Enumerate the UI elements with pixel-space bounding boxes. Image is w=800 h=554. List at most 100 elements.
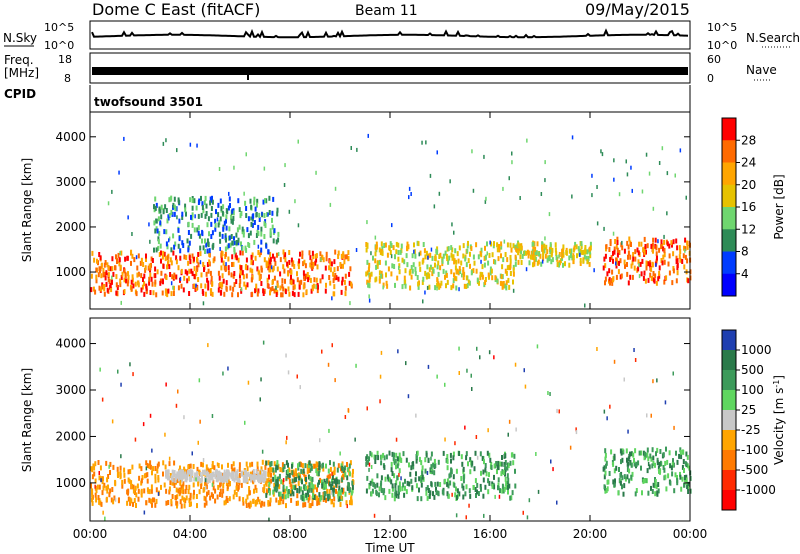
echo-cell [275,292,278,297]
echo-cell [669,463,672,469]
echo-cell [191,253,194,259]
echo-cell [316,288,319,294]
echo-cell-sparse [625,159,627,164]
echo-cell [220,257,223,263]
echo-cell [342,251,345,257]
echo-cell [292,491,295,497]
echo-cell [148,263,151,269]
echo-cell [414,266,417,272]
echo-cell [391,483,394,489]
echo-cell [297,480,300,486]
echo-cell [140,466,143,472]
echo-cell-sparse [331,471,333,476]
echo-cell [180,503,183,509]
echo-cell [120,250,123,256]
echo-cell [634,448,637,454]
echo-cell [624,476,627,482]
echo-cell [515,245,518,251]
echo-cell [276,282,279,288]
echo-cell [409,285,412,291]
echo-cell [254,288,257,294]
echo-cell [589,249,592,255]
echo-cell [618,467,620,472]
echo-cell [219,238,222,244]
echo-cell [257,288,260,294]
echo-cell [380,475,383,481]
echo-cell [249,267,252,273]
echo-cell [167,469,170,475]
echo-cell [179,474,182,480]
echo-cell [166,218,169,224]
echo-cell [235,279,238,284]
echo-cell [230,272,233,278]
echo-cell [103,291,106,297]
echo-cell [396,475,399,481]
echo-cell [394,492,397,497]
echo-cell [658,462,661,467]
echo-cell [534,246,537,252]
x-tick-label: 20:00 [573,527,608,541]
echo-cell [138,463,141,469]
echo-cell [434,256,437,262]
echo-cell-sparse [626,172,629,177]
echo-cell [119,470,122,476]
echo-cell [496,247,499,253]
echo-cell [298,280,301,286]
echo-cell [588,246,591,252]
echo-cell [198,489,201,495]
echo-cell [387,476,390,482]
echo-cell [308,482,311,488]
echo-cell-sparse [426,471,429,475]
echo-cell [174,241,177,247]
echo-cell [662,246,665,252]
echo-cell [568,255,571,261]
echo-cell [348,271,351,277]
echo-cell [247,233,250,239]
echo-cell [107,474,110,479]
echo-cell-sparse [299,385,301,390]
nsky-trace [91,28,689,39]
echo-cell [461,461,464,467]
echo-cell [245,498,248,504]
echo-cell [573,245,576,251]
echo-cell [587,255,590,261]
velocity-x-axis: 00:00 04:00 08:00 12:00 16:00 20:00 00:00 [73,318,707,541]
echo-cell [613,246,616,252]
echo-cell [121,271,124,277]
echo-cell [659,468,662,474]
echo-cell [683,264,686,270]
echo-cell [380,241,383,247]
echo-cell [90,483,92,489]
echo-cell [654,462,656,468]
echo-cell [398,269,401,275]
echo-cell-sparse [528,498,531,503]
echo-cell [172,291,175,296]
echo-cell [365,456,368,462]
echo-cell [658,265,661,271]
echo-cell [154,279,157,285]
echo-cell [220,252,223,258]
echo-cell [153,497,156,503]
echo-cell [344,472,347,478]
echo-cell [626,271,629,277]
echo-cell [207,268,210,274]
echo-cell-sparse [541,259,544,264]
echo-cell [300,279,303,285]
echo-cell [132,283,135,289]
echo-cell [286,489,289,495]
echo-cell [519,254,522,260]
echo-cell [482,493,485,499]
echo-cell [509,265,512,271]
echo-cell [580,249,583,255]
echo-cell [154,266,157,272]
echo-cell [195,286,198,291]
echo-cell-sparse [259,397,261,402]
echo-cell [484,467,487,473]
echo-cell [470,270,473,276]
echo-cell [265,243,268,249]
echo-cell [189,197,192,203]
echo-cell [425,487,428,492]
echo-cell [653,278,656,284]
echo-cell [281,292,284,298]
echo-cell [110,279,113,285]
